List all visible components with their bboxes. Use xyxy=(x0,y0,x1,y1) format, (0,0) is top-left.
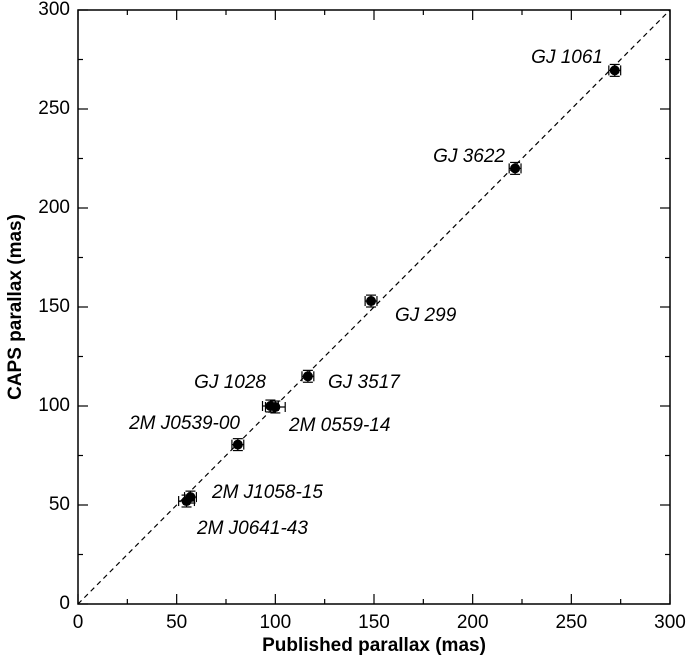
x-tick-label: 250 xyxy=(555,612,587,633)
point-label: 2M J1058-15 xyxy=(211,482,323,503)
point xyxy=(366,296,377,307)
x-axis-label: Published parallax (mas) xyxy=(262,635,486,656)
point xyxy=(270,401,281,412)
point xyxy=(609,65,620,76)
x-tick-label: 100 xyxy=(259,612,291,633)
y-axis-label: CAPS parallax (mas) xyxy=(5,214,26,400)
point-label: GJ 1028 xyxy=(194,372,266,393)
point xyxy=(181,496,192,507)
x-tick-label: 0 xyxy=(73,612,84,633)
point-label: GJ 299 xyxy=(395,305,457,326)
point xyxy=(302,371,313,382)
point-label: 2M J0641-43 xyxy=(196,518,308,539)
y-tick-label: 50 xyxy=(49,494,70,515)
point-label: GJ 3622 xyxy=(433,146,505,167)
y-tick-label: 0 xyxy=(59,593,70,614)
point xyxy=(232,439,243,450)
x-tick-label: 200 xyxy=(457,612,489,633)
y-tick-label: 150 xyxy=(38,296,70,317)
one-to-one-line xyxy=(77,9,671,605)
point xyxy=(510,163,521,174)
point-label: 2M 0559-14 xyxy=(288,415,390,436)
y-tick-label: 200 xyxy=(38,197,70,218)
y-tick-label: 100 xyxy=(38,395,70,416)
x-tick-label: 300 xyxy=(654,612,686,633)
point-label: GJ 1061 xyxy=(531,47,603,68)
x-tick-label: 50 xyxy=(166,612,187,633)
point-label: GJ 3517 xyxy=(328,372,401,393)
y-tick-label: 250 xyxy=(38,98,70,119)
point-label: 2M J0539-00 xyxy=(128,413,240,434)
x-tick-label: 150 xyxy=(358,612,390,633)
y-tick-label: 300 xyxy=(38,0,70,20)
